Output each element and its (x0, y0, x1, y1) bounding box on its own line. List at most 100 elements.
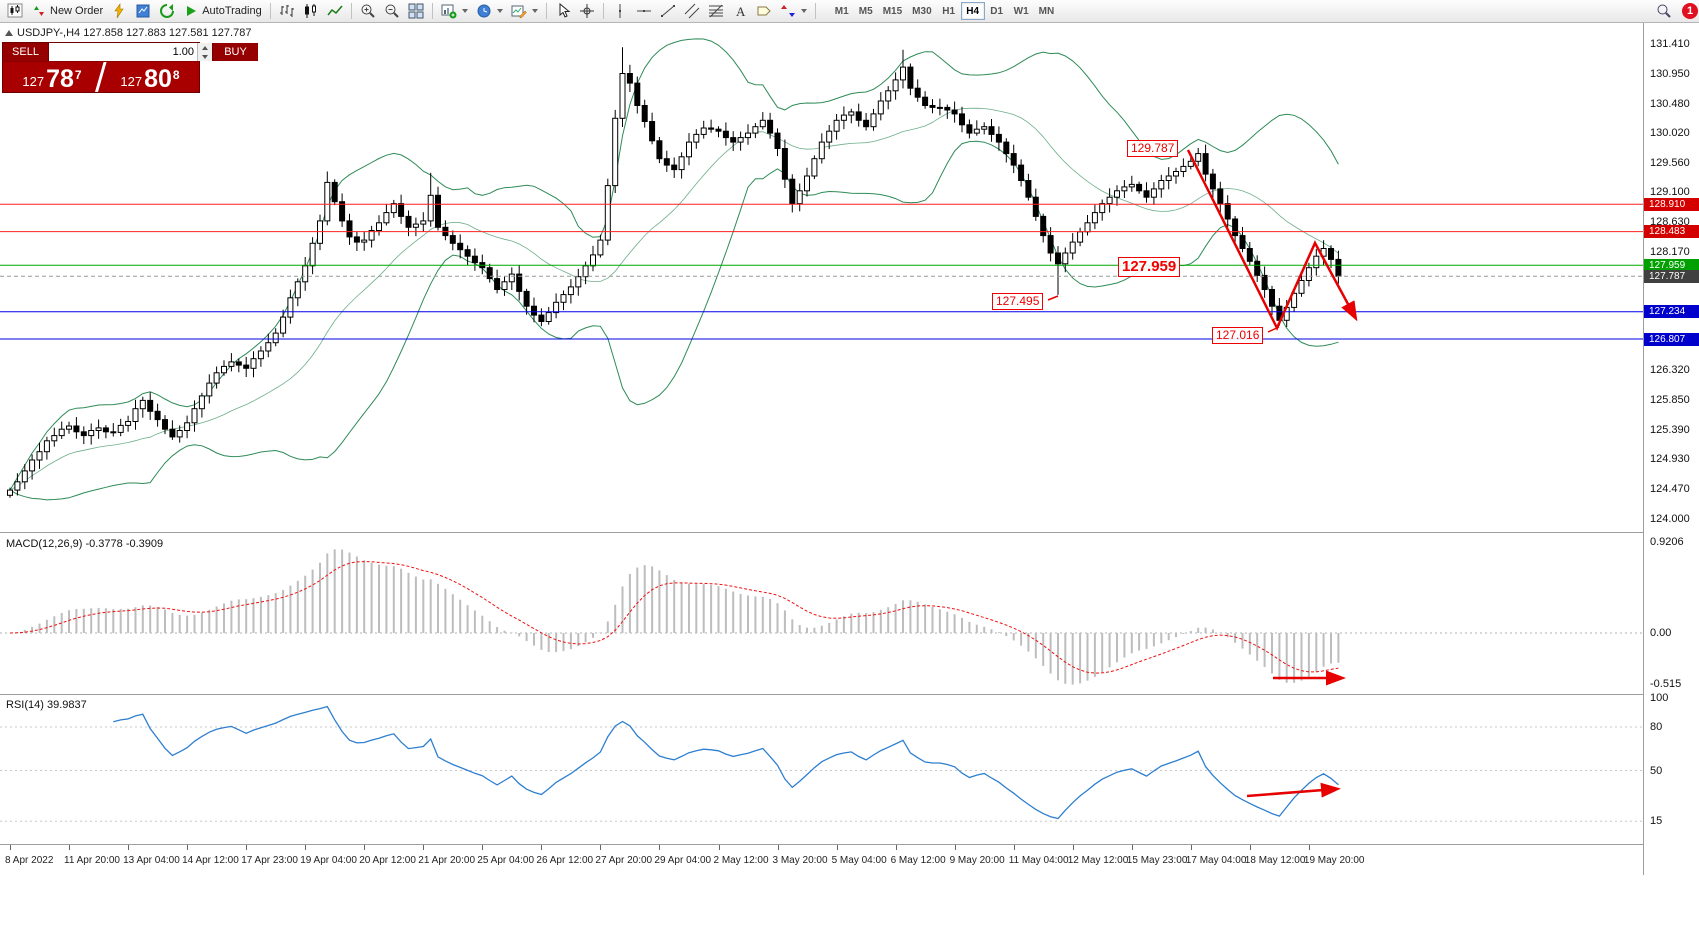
label-button[interactable] (752, 1, 776, 21)
timeframe-button-m5[interactable]: M5 (854, 2, 878, 20)
time-axis[interactable]: 8 Apr 2022 11 Apr 20:00 13 Apr 04:00 14 Apr… (0, 845, 1643, 875)
time-axis-tick (1131, 845, 1133, 850)
tile-windows-button[interactable] (404, 1, 428, 21)
time-axis-label: 15 May 23:00 (1126, 855, 1188, 866)
volume-spinner (197, 43, 212, 61)
time-axis-label: 26 Apr 12:00 (536, 855, 594, 866)
market-watch-icon (136, 4, 150, 18)
price-axis-tick: 129.100 (1650, 186, 1690, 199)
macd-axis-tick: 0.9206 (1650, 535, 1684, 548)
templates-button[interactable] (507, 1, 542, 21)
time-axis-tick (895, 845, 897, 850)
candle-chart-button[interactable] (299, 1, 323, 21)
timeframe-button-w1[interactable]: W1 (1009, 2, 1034, 20)
zoom-in-button[interactable] (356, 1, 380, 21)
panel-separator[interactable] (0, 844, 1699, 845)
templates-icon (511, 5, 527, 19)
price-axis-badge: 127.787 (1644, 269, 1699, 283)
zoom-out-button[interactable] (380, 1, 404, 21)
sell-button[interactable]: SELL (3, 43, 48, 61)
horizontal-line-button[interactable] (632, 1, 656, 21)
text-button[interactable]: A (728, 1, 752, 21)
timeframe-button-d1[interactable]: D1 (985, 2, 1009, 20)
shapes-button[interactable] (776, 1, 811, 21)
price-axis-tick: 130.020 (1650, 127, 1690, 140)
time-axis-tick (659, 845, 661, 850)
time-axis-tick (128, 845, 130, 850)
fibonacci-button[interactable] (704, 1, 728, 21)
chevron-down-icon (531, 9, 538, 13)
timeframe-button-m1[interactable]: M1 (830, 2, 854, 20)
rsi-axis-tick: 80 (1650, 721, 1663, 733)
chevron-up-icon (202, 45, 208, 50)
new-order-button[interactable]: New Order (27, 1, 107, 21)
price-annotation: 129.787 (1127, 140, 1179, 157)
macd-panel-plot[interactable] (0, 533, 1643, 694)
time-axis-label: 5 May 04:00 (831, 855, 887, 866)
price-axis-badge: 128.483 (1644, 225, 1699, 239)
price-axis-tick: 129.560 (1650, 156, 1690, 169)
chart-ohlc-header: USDJPY-,H4 127.858 127.883 127.581 127.7… (5, 27, 251, 39)
buy-price-button[interactable]: 127 80 8 (101, 62, 199, 92)
main-chart-plot[interactable] (0, 22, 1643, 532)
notification-badge[interactable]: 1 (1682, 3, 1698, 19)
time-axis-tick (600, 845, 602, 850)
bid-price-big: 78 (46, 65, 74, 92)
chart-area: 8 Apr 2022 11 Apr 20:00 13 Apr 04:00 14 Apr… (0, 22, 1699, 944)
time-axis-label: 29 Apr 04:00 (654, 855, 712, 866)
time-axis-label: 19 May 20:00 (1303, 855, 1365, 866)
new-chart-icon (441, 4, 457, 19)
crosshair-button[interactable] (575, 1, 599, 21)
line-chart-button[interactable] (323, 1, 347, 21)
vertical-line-button[interactable] (608, 1, 632, 21)
cursor-button[interactable] (551, 1, 575, 21)
trendline-button[interactable] (656, 1, 680, 21)
time-axis-label: 20 Apr 12:00 (359, 855, 416, 866)
timeframe-button-m15[interactable]: M15 (878, 2, 907, 20)
time-axis-tick (1072, 845, 1074, 850)
rsi-axis-tick: 50 (1650, 764, 1663, 777)
timeframe-button-h4[interactable]: H4 (960, 2, 985, 20)
line-chart-icon (327, 5, 343, 16)
price-axis-tick: 130.480 (1650, 97, 1690, 110)
price-axis-tick: 124.930 (1650, 453, 1690, 466)
new-order-label: New Order (50, 5, 104, 17)
panel-separator[interactable] (0, 694, 1699, 695)
price-axis-tick: 131.410 (1650, 38, 1690, 50)
expert-advisor-icon (114, 3, 124, 19)
volume-input[interactable] (49, 43, 197, 61)
volume-decrease-button[interactable] (198, 52, 212, 61)
bar-chart-button[interactable] (275, 1, 299, 21)
panel-separator[interactable] (0, 532, 1699, 533)
macd-label: MACD(12,26,9) -0.3778 -0.3909 (6, 538, 164, 550)
sell-price-button[interactable]: 127 78 7 (3, 62, 101, 92)
new-chart-button[interactable] (437, 1, 472, 21)
profiles-button[interactable] (472, 1, 507, 21)
price-axis-tick: 125.390 (1650, 423, 1690, 436)
refresh-button[interactable] (155, 1, 179, 21)
channel-icon (684, 3, 700, 19)
one-click-prices: 127 78 7 127 80 8 (3, 62, 199, 92)
market-watch-button[interactable] (131, 1, 155, 21)
price-axis[interactable]: 131.410 130.950 130.480 130.020 129.560 129.1… (1643, 22, 1699, 875)
chart-window-icon (3, 0, 27, 22)
cursor-icon (559, 3, 571, 18)
price-axis-badge: 126.807 (1644, 332, 1699, 346)
time-axis-tick (482, 845, 484, 850)
volume-increase-button[interactable] (198, 43, 212, 52)
time-axis-label: 27 Apr 20:00 (595, 855, 653, 866)
channel-button[interactable] (680, 1, 704, 21)
time-axis-label: 3 May 20:00 (772, 855, 828, 866)
svg-text:A: A (736, 4, 746, 19)
timeframe-button-mn[interactable]: MN (1034, 2, 1060, 20)
rsi-axis-tick: 100 (1650, 692, 1669, 704)
time-axis-label: 21 Apr 20:00 (418, 855, 476, 866)
search-button[interactable] (1652, 1, 1676, 21)
autotrading-button[interactable]: AutoTrading (179, 1, 266, 21)
buy-button[interactable]: BUY (213, 43, 258, 61)
timeframe-button-m30[interactable]: M30 (907, 2, 936, 20)
ask-price-big: 80 (144, 65, 172, 92)
timeframe-button-h1[interactable]: H1 (937, 2, 961, 20)
rsi-panel-plot[interactable] (0, 695, 1643, 844)
expert-advisors-button[interactable] (107, 1, 131, 21)
